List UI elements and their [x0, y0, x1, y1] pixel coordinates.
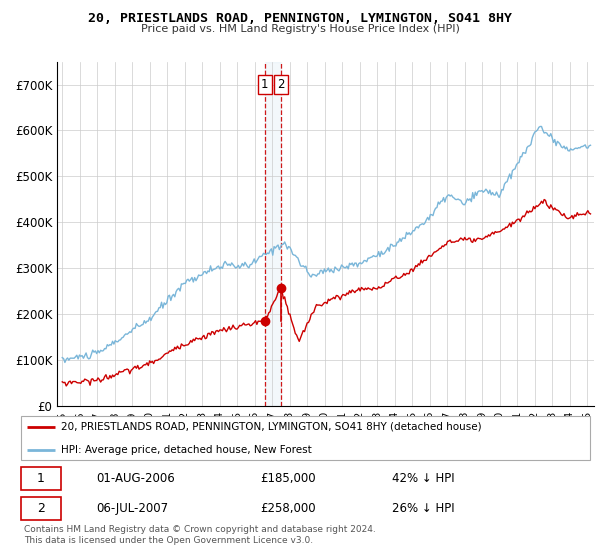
Text: 1: 1: [261, 78, 269, 91]
Text: 1: 1: [37, 472, 45, 485]
Text: 20, PRIESTLANDS ROAD, PENNINGTON, LYMINGTON, SO41 8HY (detached house): 20, PRIESTLANDS ROAD, PENNINGTON, LYMING…: [61, 422, 482, 432]
Bar: [265, 62, 281, 406]
FancyBboxPatch shape: [21, 416, 590, 460]
Text: 2: 2: [37, 502, 45, 515]
Text: £258,000: £258,000: [260, 502, 316, 515]
Bar: [21, 497, 61, 520]
Bar: [21, 467, 61, 490]
Text: £185,000: £185,000: [260, 472, 316, 485]
Text: 20, PRIESTLANDS ROAD, PENNINGTON, LYMINGTON, SO41 8HY: 20, PRIESTLANDS ROAD, PENNINGTON, LYMING…: [88, 12, 512, 25]
Text: 42% ↓ HPI: 42% ↓ HPI: [392, 472, 455, 485]
Text: 06-JUL-2007: 06-JUL-2007: [96, 502, 168, 515]
Text: 01-AUG-2006: 01-AUG-2006: [96, 472, 175, 485]
Text: 2: 2: [277, 78, 284, 91]
Text: Contains HM Land Registry data © Crown copyright and database right 2024.
This d: Contains HM Land Registry data © Crown c…: [24, 525, 376, 545]
Text: 26% ↓ HPI: 26% ↓ HPI: [392, 502, 455, 515]
Text: Price paid vs. HM Land Registry's House Price Index (HPI): Price paid vs. HM Land Registry's House …: [140, 24, 460, 34]
Text: HPI: Average price, detached house, New Forest: HPI: Average price, detached house, New …: [61, 445, 312, 455]
